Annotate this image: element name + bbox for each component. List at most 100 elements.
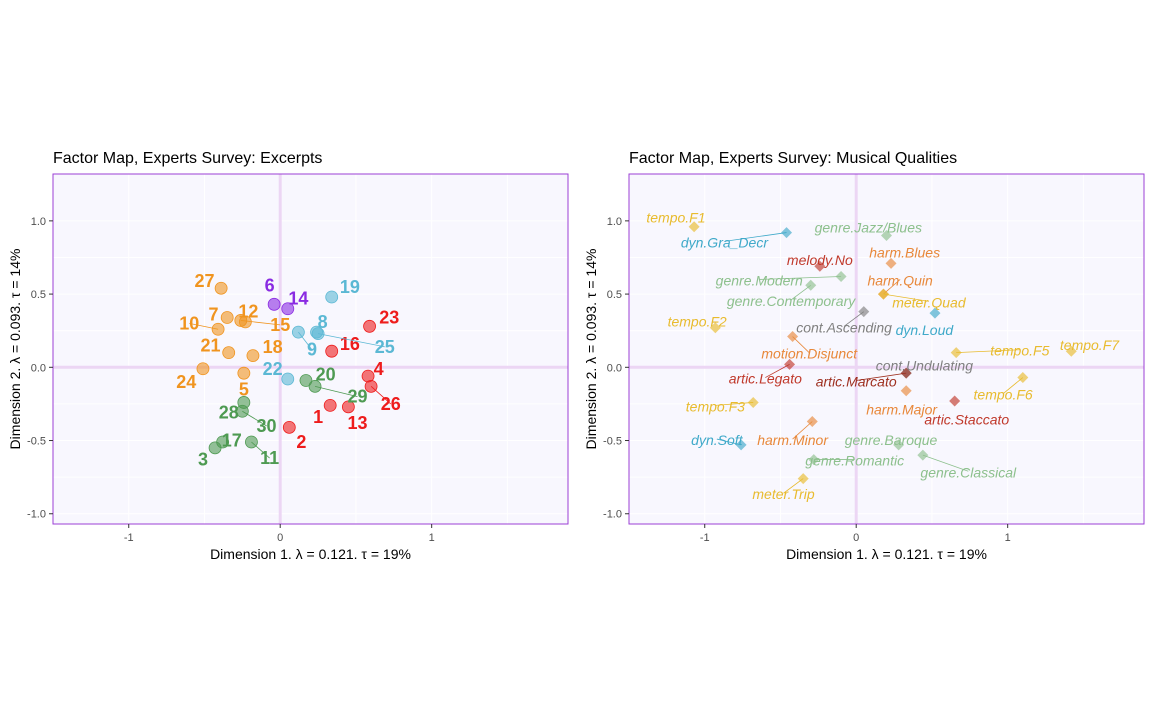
leader-line bbox=[956, 349, 1020, 354]
plot-background bbox=[53, 174, 568, 524]
point-label: 13 bbox=[347, 413, 367, 433]
point-marker bbox=[781, 227, 793, 239]
leader-line bbox=[240, 320, 281, 326]
point-marker bbox=[808, 454, 820, 466]
y-tick-label: 1.0 bbox=[607, 216, 622, 228]
y-tick-label: 0.0 bbox=[31, 362, 46, 374]
point-marker bbox=[917, 449, 929, 461]
point-marker bbox=[216, 435, 230, 449]
point-marker bbox=[835, 271, 847, 283]
point-marker bbox=[900, 367, 912, 379]
point-marker bbox=[196, 362, 210, 376]
point-label: artic.Staccato bbox=[924, 412, 1009, 428]
point-marker bbox=[797, 473, 809, 485]
point-marker bbox=[806, 415, 818, 427]
data-points: tempo.F1 dyn.Gra_Decr genre.Jazz/Blues harm… bbox=[646, 209, 1120, 502]
point-label: 4 bbox=[374, 359, 384, 379]
point-marker bbox=[747, 396, 759, 408]
point-label: 3 bbox=[198, 450, 208, 470]
point-label: genre.Contemporary bbox=[727, 293, 856, 309]
point-marker bbox=[787, 331, 799, 343]
point-marker bbox=[949, 395, 961, 407]
x-axis-label: Dimension 1. λ = 0.121. τ = 19% bbox=[786, 546, 987, 562]
point-label: tempo.F2 bbox=[668, 313, 727, 329]
point-label: 16 bbox=[340, 334, 360, 354]
point-marker bbox=[281, 372, 295, 386]
point-label: cont.Undulating bbox=[876, 357, 974, 373]
point-label: tempo.F5 bbox=[990, 343, 1049, 359]
point-label: 9 bbox=[307, 340, 317, 360]
leader-line bbox=[922, 454, 969, 472]
point-label: harm.Blues bbox=[869, 245, 940, 261]
point-marker bbox=[341, 400, 355, 414]
point-marker bbox=[735, 439, 747, 451]
point-label: 25 bbox=[375, 337, 395, 357]
point-label: 30 bbox=[257, 416, 277, 436]
point-marker bbox=[885, 257, 897, 269]
point-marker bbox=[267, 297, 281, 311]
point-label: 20 bbox=[316, 365, 336, 385]
point-label: dyn.Gra_Decr bbox=[681, 234, 769, 250]
point-marker bbox=[784, 358, 796, 370]
leader-line bbox=[317, 333, 385, 348]
y-axis-label: Dimension 2. λ = 0.093. τ = 14% bbox=[7, 249, 23, 450]
chart-title: Factor Map, Experts Survey: Excerpts bbox=[53, 150, 322, 167]
point-label: meter.Quad bbox=[892, 294, 967, 310]
leader-line bbox=[790, 284, 812, 301]
point-label: artic.Legato bbox=[729, 371, 802, 387]
point-label: 8 bbox=[318, 312, 328, 332]
point-label: dyn.Loud bbox=[896, 322, 955, 338]
point-marker bbox=[881, 230, 892, 242]
point-label: 26 bbox=[381, 394, 401, 414]
plot-border bbox=[52, 173, 569, 525]
chart-title: Factor Map, Experts Survey: Musical Qual… bbox=[629, 150, 957, 167]
leader-line bbox=[759, 276, 842, 280]
point-label: melody.No bbox=[787, 252, 853, 268]
leader-line bbox=[724, 232, 787, 242]
point-label: 1 bbox=[313, 407, 323, 427]
point-label: artic.Marcato bbox=[816, 373, 897, 389]
point-marker bbox=[363, 319, 376, 333]
point-label: tempo.F3 bbox=[686, 398, 745, 414]
point-label: 19 bbox=[340, 277, 360, 297]
leader-line bbox=[792, 421, 813, 440]
point-marker bbox=[291, 325, 305, 339]
point-label: cont.Ascending bbox=[796, 319, 892, 335]
point-label: 7 bbox=[209, 305, 219, 325]
point-label: tempo.F1 bbox=[646, 209, 705, 225]
point-label: 10 bbox=[179, 313, 199, 333]
y-tick-label: 0.0 bbox=[607, 362, 622, 374]
y-axis-label: Dimension 2. λ = 0.093. τ = 14% bbox=[583, 249, 599, 450]
point-marker bbox=[900, 385, 912, 397]
plot-border bbox=[628, 173, 1145, 525]
point-marker bbox=[245, 435, 258, 449]
point-marker bbox=[246, 349, 260, 362]
point-label: 11 bbox=[260, 448, 279, 468]
y-tick-label: 1.0 bbox=[31, 216, 46, 228]
point-label: 21 bbox=[201, 335, 221, 355]
point-marker bbox=[281, 302, 295, 316]
point-marker bbox=[214, 281, 228, 295]
point-label: tempo.F6 bbox=[974, 387, 1033, 403]
point-marker bbox=[311, 327, 325, 341]
point-marker bbox=[929, 307, 941, 319]
point-marker bbox=[814, 260, 826, 272]
point-label: 18 bbox=[263, 337, 283, 357]
point-label: 22 bbox=[263, 359, 283, 379]
y-tick-label: -0.5 bbox=[27, 436, 46, 448]
point-label: genre.Classical bbox=[920, 464, 1017, 480]
point-label: harm.Minor bbox=[757, 432, 829, 448]
leader-line bbox=[883, 293, 929, 302]
point-label: 27 bbox=[194, 271, 214, 291]
y-tick-label: -1.0 bbox=[27, 509, 46, 521]
x-tick-label: 0 bbox=[853, 532, 859, 544]
point-marker bbox=[893, 439, 905, 451]
point-marker bbox=[709, 322, 721, 334]
leader-line bbox=[856, 372, 907, 381]
point-marker bbox=[688, 221, 700, 233]
point-label: 28 bbox=[219, 403, 239, 423]
point-label: harm.Major bbox=[866, 401, 938, 417]
leader-line bbox=[314, 385, 358, 397]
